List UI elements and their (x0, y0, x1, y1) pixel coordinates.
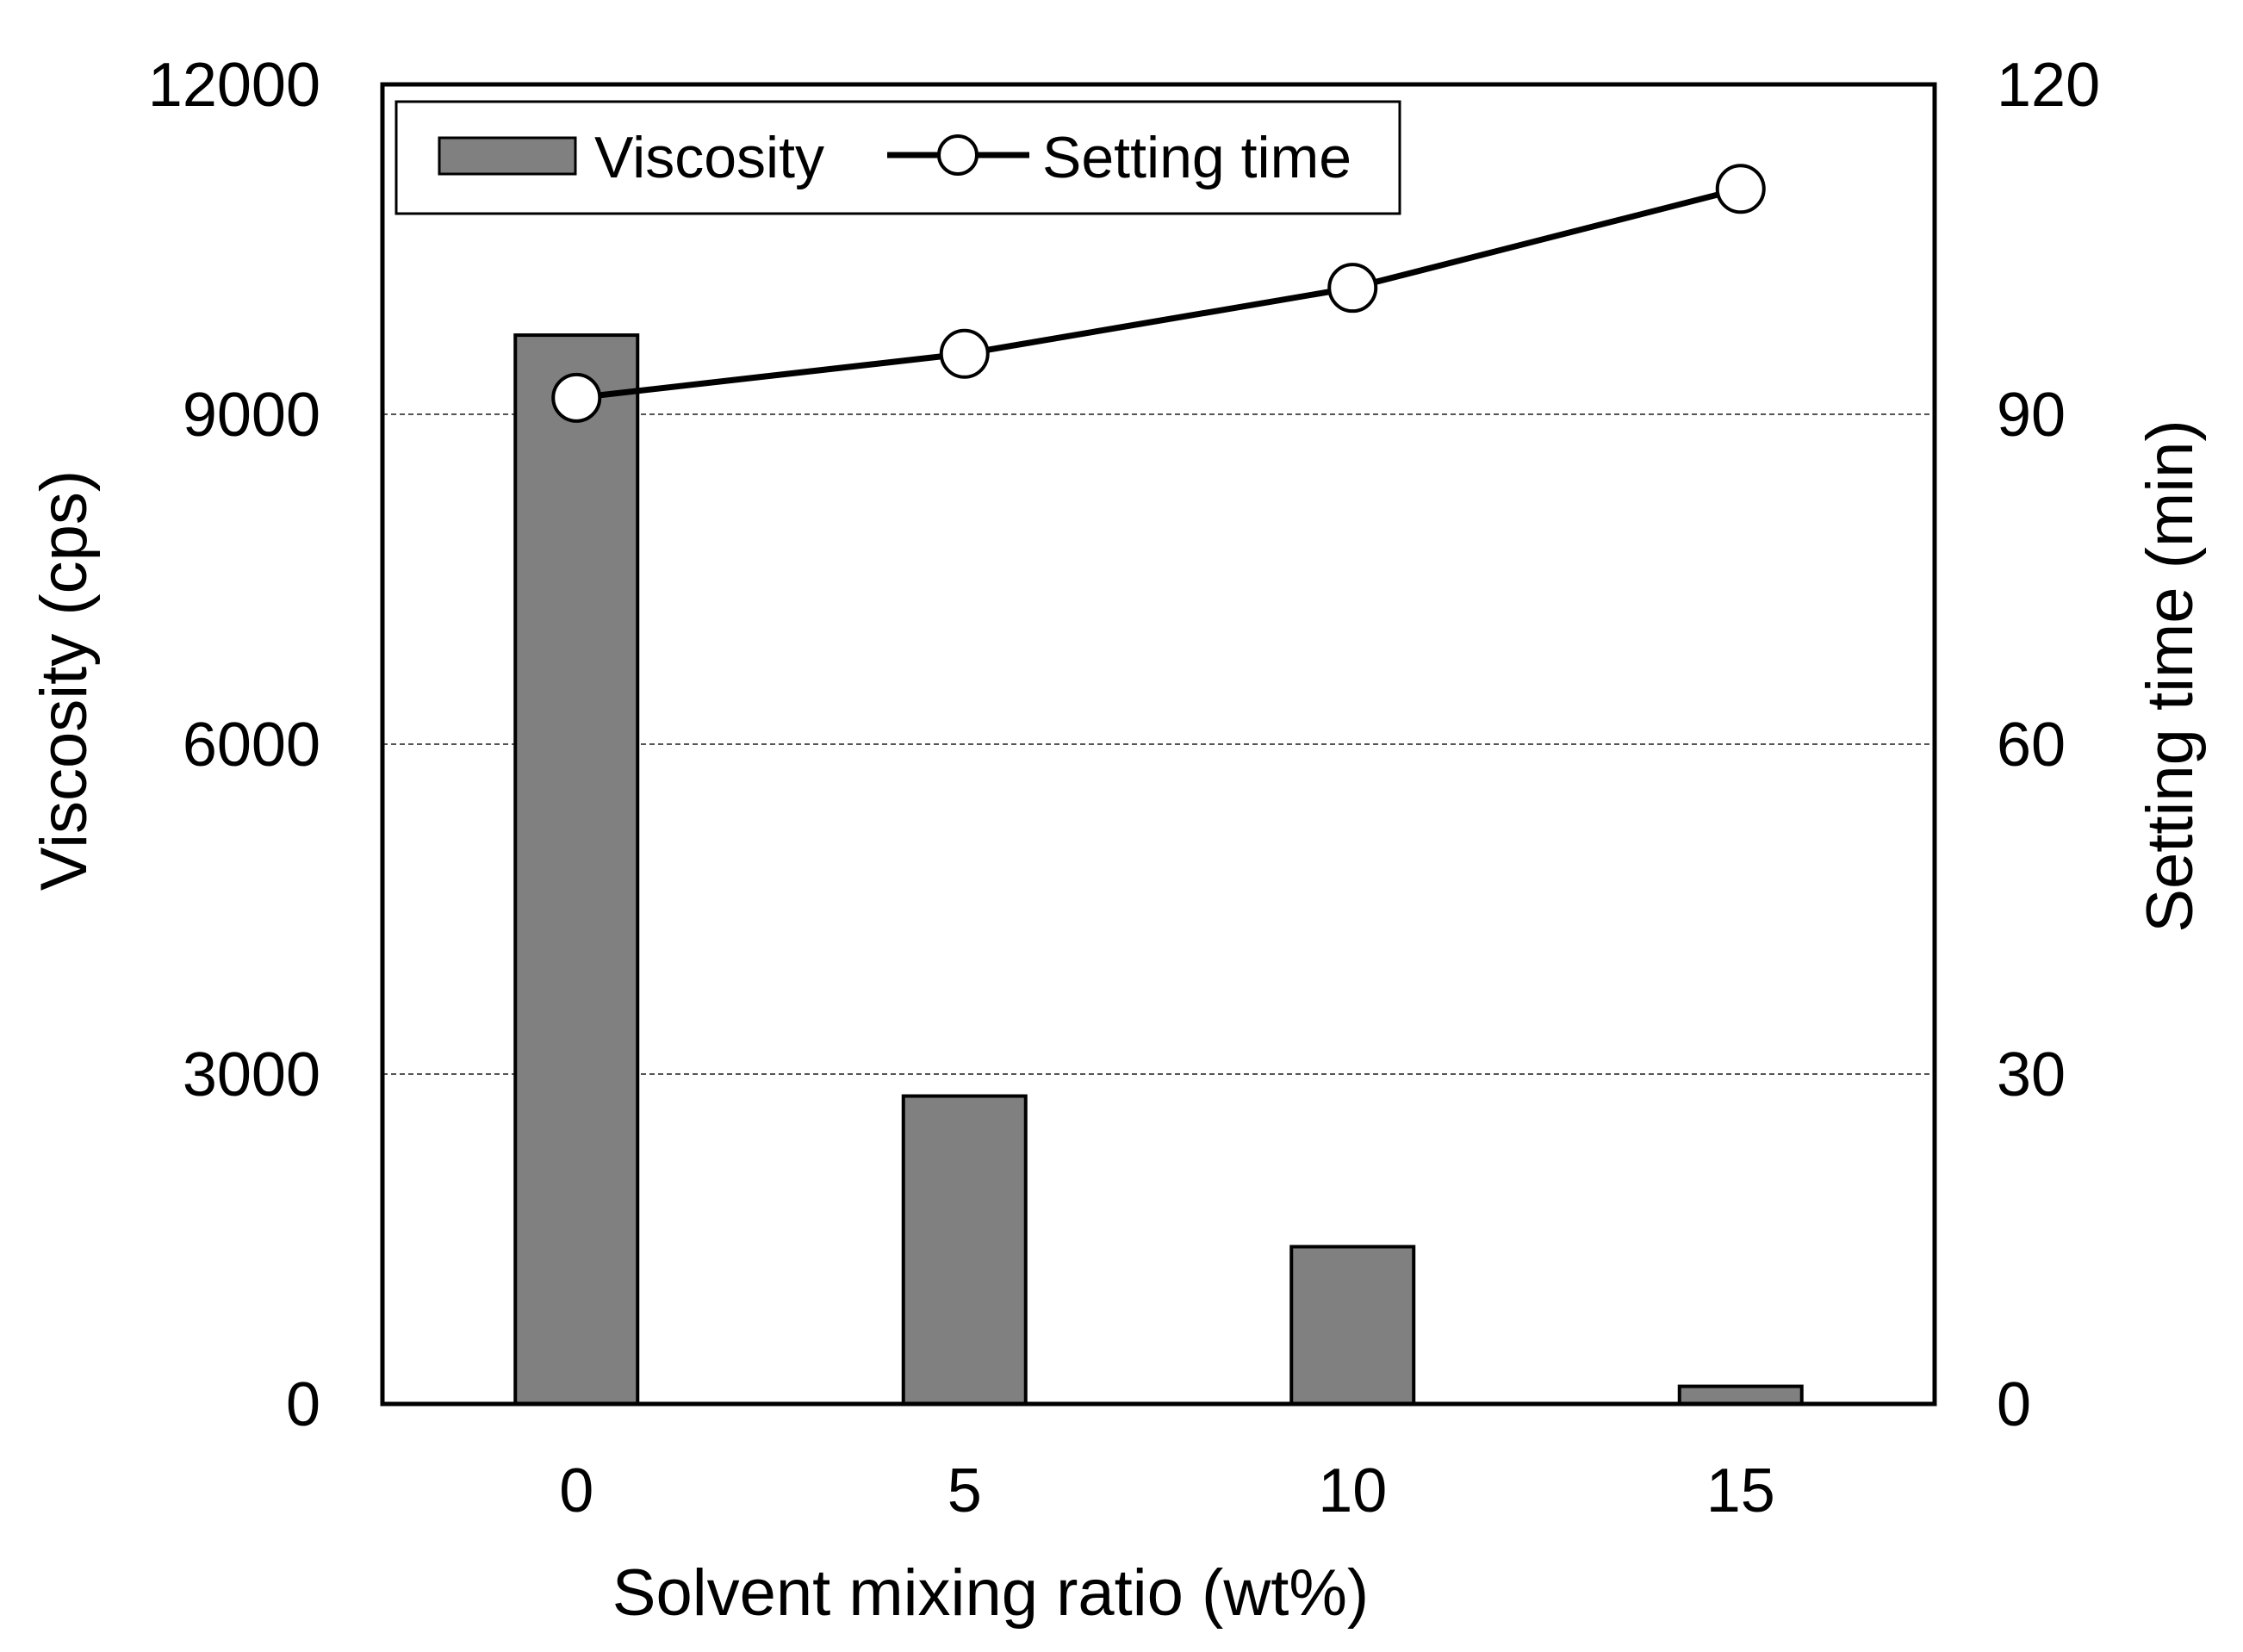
x-axis-title: Solvent mixing ratio (wt%) (612, 1556, 1370, 1630)
y-left-tick-label: 0 (286, 1370, 320, 1439)
setting-time-point-15 (1715, 164, 1766, 214)
y-left-axis-title: Viscosity (cps) (28, 470, 101, 891)
x-tick-label: 15 (1706, 1456, 1775, 1525)
y-right-tick-label: 60 (1997, 711, 2066, 779)
y-right-tick-label: 0 (1997, 1370, 2031, 1439)
legend-setting-time-label: Setting time (1042, 125, 1351, 190)
bar-layer (513, 333, 1804, 1407)
setting-time-point-0 (551, 372, 602, 423)
viscosity-bar-5 (901, 1094, 1028, 1406)
grid-layer (382, 413, 1935, 1075)
viscosity-bar-0 (513, 333, 640, 1407)
x-tick-label: 0 (559, 1456, 593, 1525)
viscosity-bar-15 (1677, 1384, 1804, 1407)
x-tick-label: 10 (1318, 1456, 1387, 1525)
legend: Viscosity Setting time (395, 100, 1401, 215)
line-layer (551, 164, 1766, 423)
y-right-tick-label: 90 (1997, 381, 2066, 450)
legend-viscosity-label: Viscosity (594, 125, 824, 190)
plot-area-frame (380, 82, 1937, 1407)
y-right-tick-label: 120 (1997, 51, 2100, 120)
viscosity-bar-10 (1289, 1245, 1416, 1406)
y-left-tick-label: 3000 (183, 1040, 320, 1109)
setting-time-point-5 (939, 328, 990, 379)
tick-layer: 0 3000 6000 9000 12000 0 30 60 90 120 0 5 10 15 (148, 51, 2100, 1525)
y-left-tick-label: 12000 (148, 51, 320, 120)
legend-setting-time-marker (937, 134, 979, 176)
y-left-tick-label: 9000 (183, 381, 320, 450)
y-right-axis-title: Setting time (min) (2134, 419, 2207, 933)
y-right-tick-label: 30 (1997, 1040, 2066, 1109)
setting-time-point-10 (1327, 263, 1378, 314)
legend-viscosity-swatch (438, 136, 577, 176)
y-left-tick-label: 6000 (183, 711, 320, 779)
setting-time-line (575, 185, 1742, 401)
x-tick-label: 5 (948, 1456, 982, 1525)
